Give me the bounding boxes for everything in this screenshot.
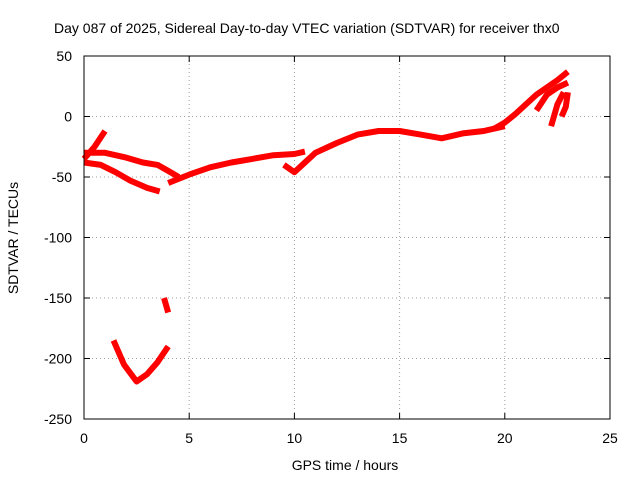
y-tick-label: 50 <box>56 48 72 64</box>
y-tick-label: -50 <box>52 169 72 185</box>
chart-title: Day 087 of 2025, Sidereal Day-to-day VTE… <box>54 20 560 36</box>
y-axis-label: SDTVAR / TECUs <box>5 182 21 294</box>
series-line-track-11 <box>558 91 571 118</box>
y-tick-label: 0 <box>64 109 72 125</box>
x-tick-label: 0 <box>80 430 88 446</box>
series-line-track-5 <box>81 129 108 161</box>
y-tick-label: -250 <box>44 411 72 427</box>
series-group <box>81 69 571 385</box>
series-line-track-8 <box>492 69 570 132</box>
series-line-track-9 <box>533 79 570 113</box>
x-tick-label: 5 <box>185 430 193 446</box>
y-tick-label: -200 <box>44 351 72 367</box>
x-tick-label: 20 <box>497 430 513 446</box>
plot-frame <box>83 55 611 420</box>
x-tick-label: 10 <box>287 430 303 446</box>
series-line-track-2 <box>83 159 161 195</box>
series-line-track-1 <box>84 149 181 180</box>
grid <box>84 56 610 419</box>
x-tick-label: 25 <box>602 430 618 446</box>
series-line-track-6 <box>167 148 306 186</box>
series-line-track-4 <box>161 297 172 314</box>
series-line-track-10 <box>548 90 567 128</box>
x-tick-label: 15 <box>392 430 408 446</box>
y-tick-label: -100 <box>44 230 72 246</box>
series-line-track-7 <box>282 123 506 176</box>
series-line-track-3 <box>110 339 171 385</box>
y-tick-label: -150 <box>44 290 72 306</box>
x-axis-label: GPS time / hours <box>292 457 399 473</box>
axis-ticks: 0 5 10 15 20 25 -250 -200 -150 -100 -50 0 50 <box>44 48 618 446</box>
